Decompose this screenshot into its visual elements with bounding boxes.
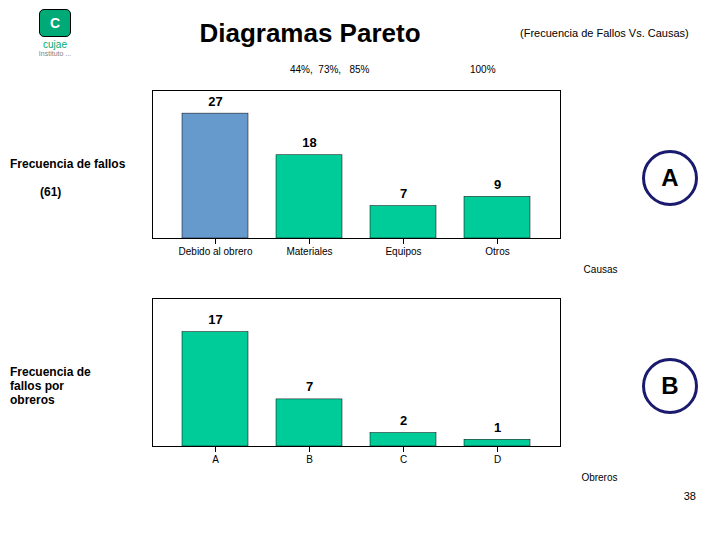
- html-text:(Frecuencia de Fallos Vs. Caus: (Frecuencia de Fallos Vs. Causas): [520, 27, 689, 39]
- svg-text:Causas: Causas: [584, 264, 618, 275]
- svg-text:Obreros: Obreros: [581, 472, 617, 483]
- svg-text:Equipos: Equipos: [385, 246, 421, 257]
- html-text:C: C: [49, 15, 61, 31]
- html-text:A: A: [661, 164, 679, 191]
- svg-text:17: 17: [208, 312, 222, 327]
- svg-text:Otros: Otros: [485, 246, 509, 257]
- html-text:B: B: [661, 372, 679, 399]
- svg-text:9: 9: [494, 177, 501, 192]
- html-text:Frecuencia de fallos: Frecuencia de fallos: [10, 157, 126, 171]
- html-text:Instituto ...: Instituto ...: [38, 50, 72, 57]
- svg-text:7: 7: [400, 186, 407, 201]
- svg-text:Debido al obrero: Debido al obrero: [179, 246, 253, 257]
- html-text:(61): (61): [40, 185, 62, 199]
- html-text:100%: 100%: [470, 64, 496, 75]
- svg-text:18: 18: [302, 135, 316, 150]
- html-text:38: 38: [683, 490, 696, 502]
- svg-text:C: C: [400, 454, 407, 465]
- svg-text:Materiales: Materiales: [286, 246, 332, 257]
- svg-text:27: 27: [208, 94, 222, 109]
- svg-text:7: 7: [306, 379, 313, 394]
- svg-text:2: 2: [400, 413, 407, 428]
- svg-text:1: 1: [494, 420, 501, 435]
- html-text:Diagramas Pareto: Diagramas Pareto: [199, 17, 421, 48]
- html-text:cujae: cujae: [43, 39, 67, 50]
- html-text:44%, 73%, 85%: 44%, 73%, 85%: [290, 64, 370, 75]
- svg-text:B: B: [306, 454, 313, 465]
- html-text:Frecuencia de fallos por obrer: Frecuencia de fallos por obreros: [10, 365, 91, 407]
- svg-text:D: D: [494, 454, 501, 465]
- svg-text:A: A: [212, 454, 219, 465]
